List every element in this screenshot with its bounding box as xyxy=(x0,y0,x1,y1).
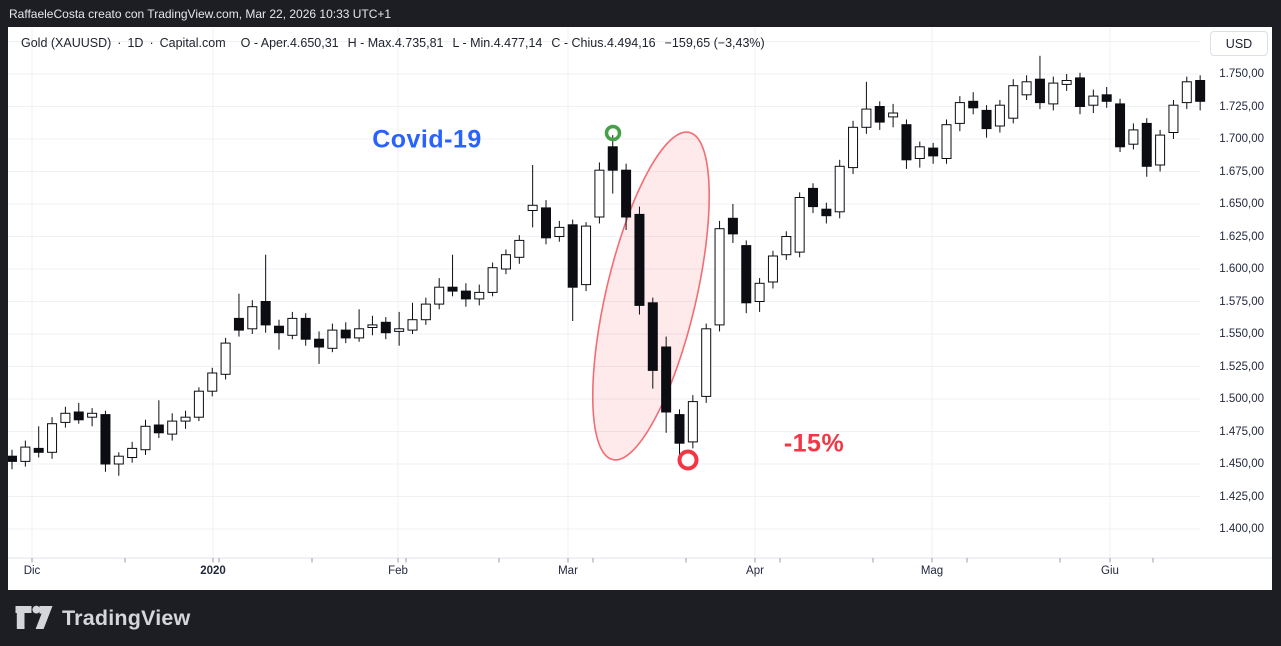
price-axis-label: 1.425,00 xyxy=(1219,490,1264,503)
symbol-legend[interactable]: Gold (XAUUSD) · 1D · Capital.com O - Ape… xyxy=(21,36,765,50)
price-axis-label: 1.700,00 xyxy=(1219,133,1264,145)
time-axis-label: Apr xyxy=(746,565,764,577)
candlestick-chart[interactable] xyxy=(8,27,1272,590)
price-axis-label: 1.625,00 xyxy=(1219,230,1264,243)
currency-badge[interactable]: USD xyxy=(1210,31,1268,56)
attribution-text: RaffaeleCosta creato con TradingView.com… xyxy=(9,6,392,21)
price-axis-label: 1.450,00 xyxy=(1219,458,1264,470)
chart-panel: Gold (XAUUSD) · 1D · Capital.com O - Ape… xyxy=(8,27,1272,590)
price-axis-label: 1.675,00 xyxy=(1219,165,1264,178)
currency-label: USD xyxy=(1225,36,1253,51)
exchange-label[interactable]: Capital.com xyxy=(159,36,226,50)
close-value: C - Chius.4.494,16 xyxy=(551,36,656,50)
time-axis-label: Mar xyxy=(558,565,578,577)
covid19-annotation: Covid-19 xyxy=(372,125,482,154)
price-axis-label: 1.600,00 xyxy=(1219,263,1264,275)
brand-bar: TradingView xyxy=(0,590,1281,646)
price-axis-label: 1.650,00 xyxy=(1219,198,1264,210)
time-axis-label: 2020 xyxy=(200,565,226,577)
time-axis-label: Dic xyxy=(23,565,41,577)
price-axis-label: 1.525,00 xyxy=(1219,360,1264,373)
price-axis-label: 1.550,00 xyxy=(1219,328,1264,340)
tradingview-brand-text[interactable]: TradingView xyxy=(62,605,191,630)
change-value: −159,65 (−3,43%) xyxy=(664,36,765,50)
price-axis-label: 1.750,00 xyxy=(1219,68,1264,80)
price-axis-label: 1.725,00 xyxy=(1219,100,1264,113)
low-value: L - Min.4.477,14 xyxy=(452,36,543,50)
legend-separator-2: · xyxy=(149,36,154,50)
price-axis-label: 1.400,00 xyxy=(1219,523,1264,535)
attribution-bar: RaffaeleCosta creato con TradingView.com… xyxy=(0,0,1281,27)
symbol-name[interactable]: Gold (XAUUSD) xyxy=(21,36,112,50)
price-axis-label: 1.500,00 xyxy=(1219,393,1264,405)
price-axis-label: 1.575,00 xyxy=(1219,295,1264,308)
tradingview-logo-icon[interactable] xyxy=(15,605,53,632)
open-value: O - Aper.4.650,31 xyxy=(240,36,339,50)
price-axis-label: 1.475,00 xyxy=(1219,425,1264,438)
time-axis-label: Feb xyxy=(388,565,408,577)
drop-percent-annotation: -15% xyxy=(783,429,845,458)
time-axis-label: Mag xyxy=(920,565,944,577)
time-axis-label: Giu xyxy=(1101,565,1119,577)
high-value: H - Max.4.735,81 xyxy=(347,36,444,50)
legend-separator-1: · xyxy=(117,36,122,50)
timeframe-label[interactable]: 1D xyxy=(127,36,144,50)
